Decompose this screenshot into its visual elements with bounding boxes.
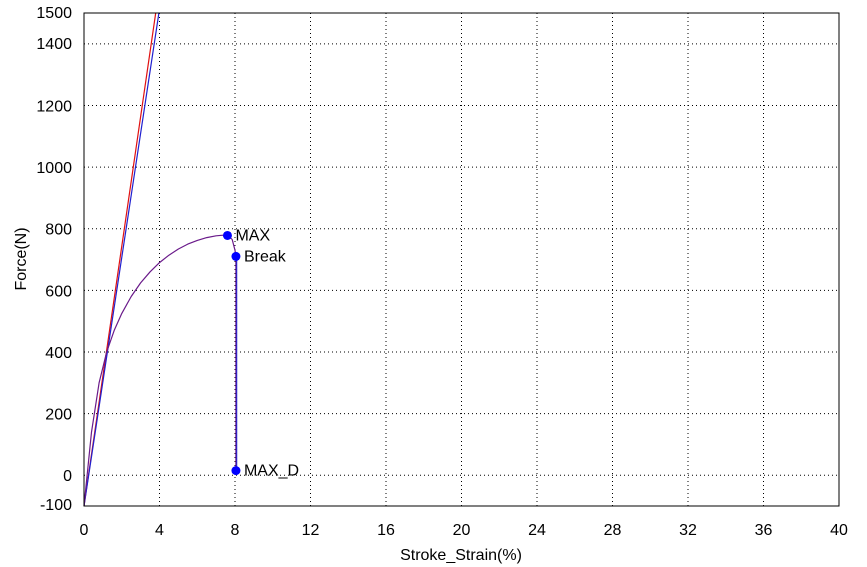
x-tick-label: 8 [231, 522, 240, 539]
y-tick-label: 600 [45, 283, 72, 300]
marker-point [231, 466, 241, 476]
y-tick-label: 1000 [36, 160, 72, 177]
marker-label: MAX [235, 227, 270, 244]
series-line-elastic-blue [83, 12, 160, 507]
y-tick-label: 1400 [36, 36, 72, 53]
series-group [83, 12, 238, 507]
plot-frame [83, 12, 840, 507]
x-tick-label: 24 [528, 522, 546, 539]
y-axis-label: Force(N) [13, 227, 30, 290]
x-tick-label: 20 [453, 522, 471, 539]
x-tick-label: 28 [604, 522, 622, 539]
y-tick-label: 800 [45, 222, 72, 239]
y-tick-label: 200 [45, 407, 72, 424]
x-tick-label: 4 [155, 522, 164, 539]
x-tick-label: 0 [80, 522, 89, 539]
y-tick-label: -100 [40, 497, 72, 514]
y-tick-label: 1200 [36, 98, 72, 115]
y-ticks: -100 0 200 400 600 800 1000 1200 1400 1500 [36, 5, 72, 514]
x-ticks: 0 4 8 12 16 20 24 28 32 36 40 [80, 522, 848, 539]
marker-point [231, 251, 241, 261]
marker-label: Break [244, 248, 287, 265]
x-tick-label: 32 [679, 522, 697, 539]
marker-label: MAX_D [244, 463, 299, 480]
x-tick-label: 12 [302, 522, 320, 539]
x-tick-label: 40 [830, 522, 848, 539]
x-tick-label: 16 [377, 522, 395, 539]
x-tick-label: 36 [755, 522, 773, 539]
y-tick-label: 400 [45, 345, 72, 362]
plot-background [84, 13, 839, 506]
x-axis-label: Stroke_Strain(%) [400, 547, 522, 564]
marker-point [222, 230, 232, 240]
y-tick-label: 0 [63, 468, 72, 485]
y-tick-label: 1500 [36, 5, 72, 22]
marker-group: MAX Break MAX_D [222, 227, 299, 480]
